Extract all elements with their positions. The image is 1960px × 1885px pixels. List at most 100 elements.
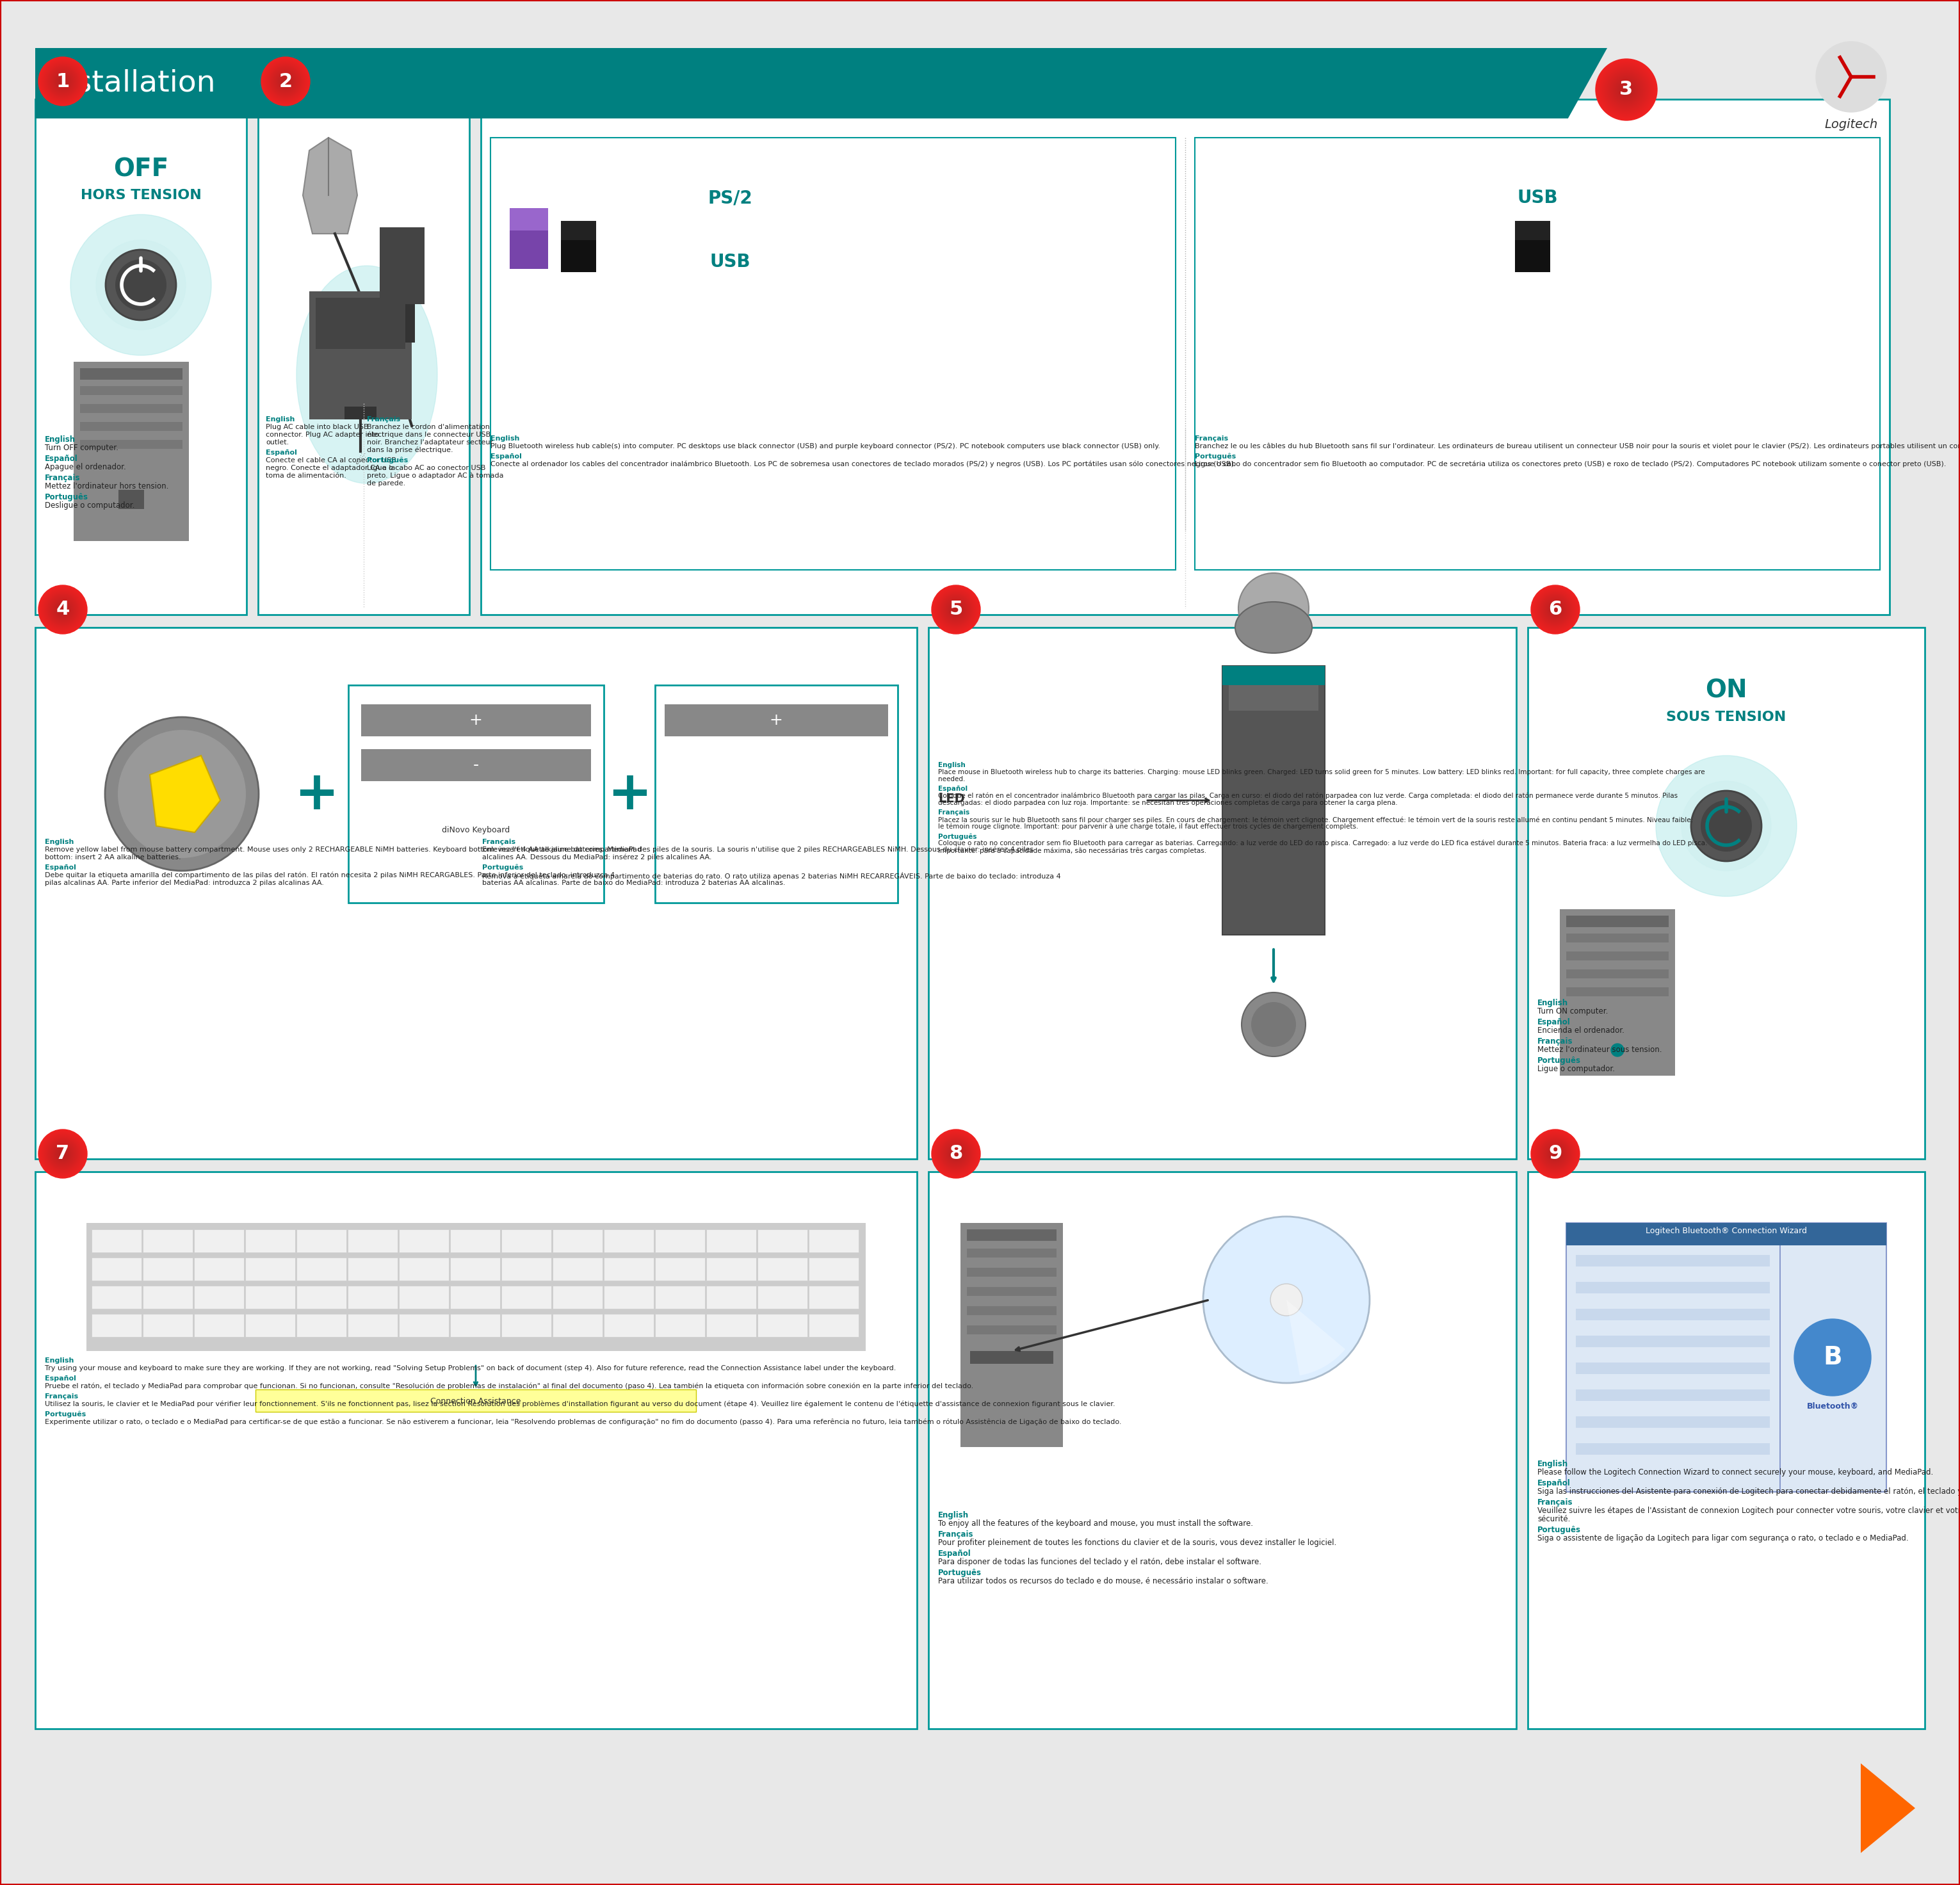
Circle shape — [39, 586, 86, 633]
Circle shape — [935, 588, 978, 631]
Circle shape — [41, 60, 84, 104]
Text: baterias AA alcalinas. Parte de baixo do MediaPad: introduza 2 baterias AA alcal: baterias AA alcalinas. Parte de baixo do… — [482, 880, 786, 886]
Circle shape — [265, 60, 306, 102]
Circle shape — [53, 601, 73, 618]
Text: Apague el ordenador.: Apague el ordenador. — [45, 464, 125, 471]
Bar — [92, 1286, 141, 1308]
Bar — [347, 1286, 398, 1308]
Text: 7: 7 — [57, 1144, 69, 1163]
Circle shape — [57, 603, 69, 616]
Bar — [966, 1248, 1056, 1257]
Bar — [553, 1286, 602, 1308]
Text: needed.: needed. — [939, 777, 964, 782]
Circle shape — [949, 1146, 964, 1161]
Circle shape — [943, 598, 968, 622]
Circle shape — [1617, 79, 1637, 100]
Bar — [604, 1229, 655, 1252]
Text: Español: Español — [45, 865, 76, 871]
Bar — [143, 1229, 192, 1252]
Bar — [349, 684, 604, 903]
Text: Remova a etiqueta amarela do compartimento de baterias do rato. O rato utiliza a: Remova a etiqueta amarela do compartimen… — [482, 873, 1060, 880]
Bar — [966, 1306, 1056, 1316]
Bar — [80, 386, 182, 396]
Text: alcalines AA. Dessous du MediaPad: insérez 2 piles alcalines AA.: alcalines AA. Dessous du MediaPad: insér… — [482, 854, 711, 861]
Bar — [400, 1229, 449, 1252]
Bar — [390, 303, 416, 343]
Text: Français: Français — [482, 839, 515, 844]
Circle shape — [55, 1146, 71, 1161]
Circle shape — [269, 64, 302, 98]
Circle shape — [49, 68, 76, 96]
Circle shape — [49, 1140, 76, 1167]
Bar — [310, 292, 412, 418]
Bar — [194, 1314, 243, 1336]
Text: LED: LED — [939, 794, 964, 805]
Bar — [1515, 221, 1550, 239]
Circle shape — [1537, 1135, 1574, 1172]
Circle shape — [935, 1133, 976, 1174]
Text: -: - — [472, 758, 478, 773]
Text: Português: Português — [1537, 1525, 1582, 1534]
Circle shape — [61, 609, 65, 611]
Circle shape — [1544, 599, 1566, 620]
Circle shape — [1601, 64, 1652, 115]
Text: Español: Español — [1537, 1018, 1570, 1025]
Bar — [245, 1257, 296, 1280]
Bar — [296, 1257, 347, 1280]
Bar — [655, 684, 898, 903]
Circle shape — [1615, 77, 1639, 102]
Text: Français: Français — [939, 809, 970, 816]
Circle shape — [265, 60, 308, 104]
Text: +: + — [608, 767, 653, 820]
Circle shape — [1815, 41, 1886, 111]
Text: Pour profiter pleinement de toutes les fonctions du clavier et de la souris, vou: Pour profiter pleinement de toutes les f… — [939, 1538, 1337, 1548]
Circle shape — [47, 64, 80, 98]
Bar — [194, 1257, 243, 1280]
Circle shape — [1546, 1144, 1564, 1163]
Circle shape — [276, 72, 294, 90]
Circle shape — [270, 66, 302, 96]
Bar — [92, 1257, 141, 1280]
Text: Português: Português — [939, 833, 976, 839]
Circle shape — [1691, 790, 1762, 861]
Ellipse shape — [296, 266, 437, 483]
Bar — [966, 1325, 1056, 1335]
Circle shape — [1601, 66, 1650, 113]
Circle shape — [61, 79, 65, 83]
Circle shape — [49, 68, 76, 94]
Text: English: English — [939, 1512, 968, 1519]
Text: Remove yellow label from mouse battery compartment. Mouse uses only 2 RECHARGEAB: Remove yellow label from mouse battery c… — [45, 846, 641, 852]
Circle shape — [943, 1140, 968, 1167]
Circle shape — [1621, 83, 1633, 96]
Text: Français: Français — [45, 473, 80, 483]
Bar — [757, 1229, 808, 1252]
Circle shape — [1548, 603, 1562, 616]
Text: noir. Branchez l'adaptateur secteur: noir. Branchez l'adaptateur secteur — [367, 439, 494, 445]
Bar — [1566, 1223, 1886, 1491]
Circle shape — [106, 716, 259, 871]
Circle shape — [1203, 1216, 1370, 1384]
Circle shape — [1619, 81, 1635, 98]
Bar — [245, 1286, 296, 1308]
Bar — [502, 1229, 551, 1252]
Bar — [400, 1257, 449, 1280]
Bar — [345, 407, 376, 418]
Circle shape — [1548, 601, 1562, 616]
Text: Utilisez la souris, le clavier et le MediaPad pour vérifier leur fonctionnement.: Utilisez la souris, le clavier et le Med… — [45, 1401, 1115, 1408]
Circle shape — [1793, 1319, 1872, 1395]
Text: +: + — [468, 713, 482, 728]
Text: Ligue o cabo AC ao conector USB: Ligue o cabo AC ao conector USB — [367, 466, 486, 471]
Text: Encienda el ordenador.: Encienda el ordenador. — [1537, 1025, 1625, 1035]
Circle shape — [1550, 1148, 1560, 1159]
Text: English: English — [45, 839, 74, 844]
Bar — [655, 1314, 706, 1336]
Circle shape — [267, 62, 306, 100]
Circle shape — [284, 79, 286, 83]
Circle shape — [1597, 60, 1656, 119]
Bar — [1576, 1336, 1770, 1348]
Bar — [757, 1257, 808, 1280]
Circle shape — [261, 57, 310, 106]
Text: 2: 2 — [278, 72, 292, 90]
Bar — [1576, 1389, 1770, 1401]
Circle shape — [61, 1152, 65, 1156]
